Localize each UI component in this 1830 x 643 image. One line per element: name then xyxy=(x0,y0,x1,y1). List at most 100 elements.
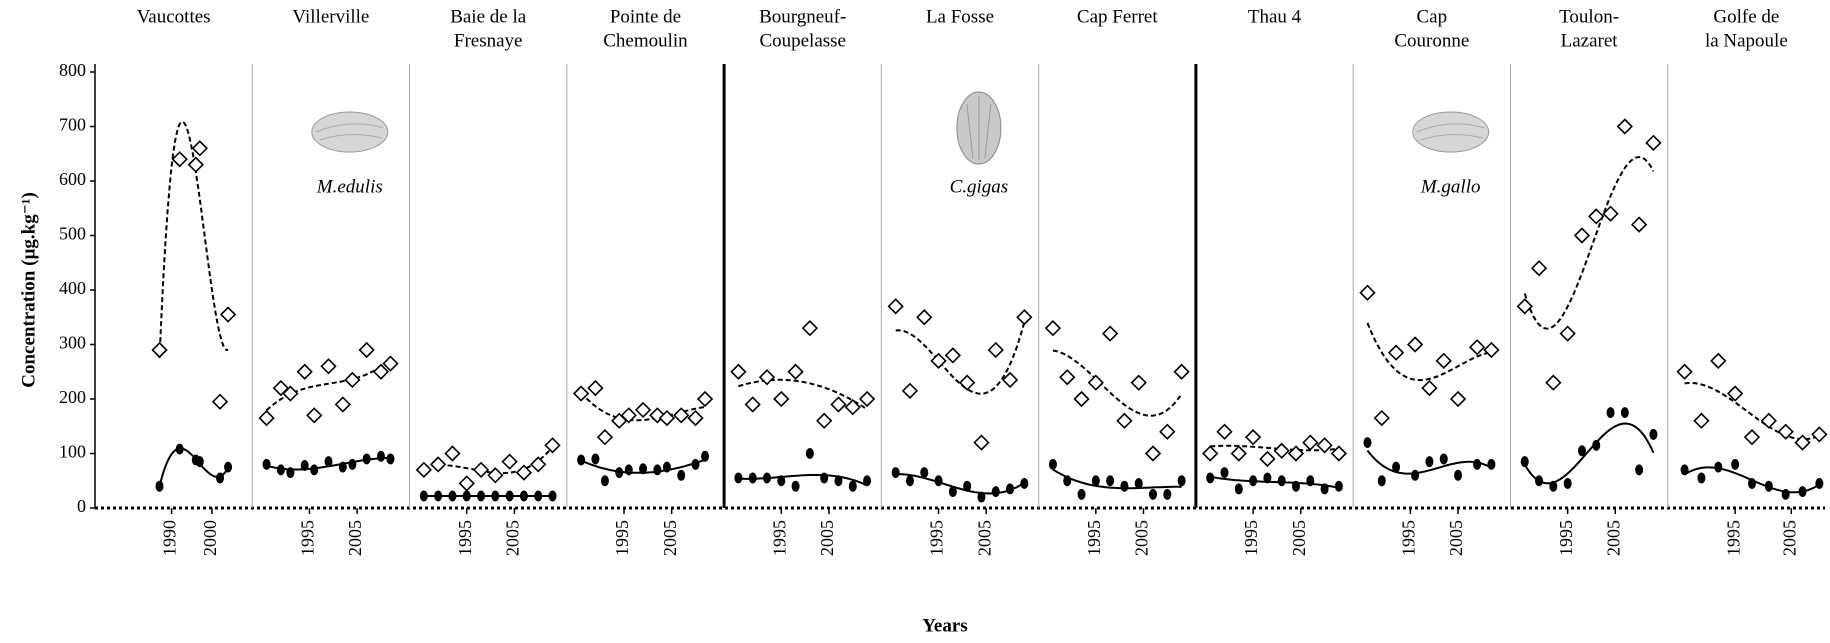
circle-point xyxy=(1092,475,1100,486)
panel-title: la Napoule xyxy=(1705,30,1788,51)
panel: Cap Ferret19952005 xyxy=(1039,6,1189,556)
circle-point xyxy=(216,473,224,484)
diamond-point xyxy=(1175,365,1189,379)
circle-point xyxy=(1392,462,1400,473)
diamond-point xyxy=(531,457,545,471)
x-tick-label: 2005 xyxy=(1779,520,1799,556)
diamond-point xyxy=(831,397,845,411)
circle-point xyxy=(849,481,857,492)
diamond-point xyxy=(1437,354,1451,368)
circle-point xyxy=(1454,470,1462,481)
y-tick-label: 800 xyxy=(59,60,86,80)
circle-point xyxy=(1440,453,1448,464)
panel-title: Lazaret xyxy=(1561,30,1619,51)
circle-point xyxy=(1592,440,1600,451)
diamond-point xyxy=(1812,427,1826,441)
circle-point xyxy=(156,481,164,492)
diamond-point xyxy=(1203,447,1217,461)
diamond-point xyxy=(488,468,502,482)
diamond-point xyxy=(307,408,321,422)
diamond-point xyxy=(1375,411,1389,425)
circle-point xyxy=(1335,481,1343,492)
panel: Vaucottes19902000 xyxy=(137,6,235,556)
x-tick-label: 1995 xyxy=(612,520,632,556)
diamond-point xyxy=(974,436,988,450)
panel-title: Thau 4 xyxy=(1248,6,1302,27)
circle-point xyxy=(301,460,309,471)
panel-title: Villerville xyxy=(292,6,369,27)
circle-point xyxy=(1278,475,1286,486)
diamond-point xyxy=(1532,261,1546,275)
trend-line xyxy=(896,474,1025,493)
circle-point xyxy=(325,456,333,467)
y-tick-label: 0 xyxy=(77,496,86,516)
panel-title: Fresnaye xyxy=(454,30,523,51)
y-tick-label: 400 xyxy=(59,278,86,298)
circle-point xyxy=(386,453,394,464)
circle-point xyxy=(1607,407,1615,418)
diamond-point xyxy=(1711,354,1725,368)
diamond-point xyxy=(298,365,312,379)
x-tick-label: 2005 xyxy=(503,520,523,556)
circle-point xyxy=(920,467,928,478)
diamond-point xyxy=(1003,373,1017,387)
diamond-point xyxy=(1646,136,1660,150)
diamond-point xyxy=(803,321,817,335)
circle-point xyxy=(949,486,957,497)
circle-point xyxy=(420,491,428,502)
diamond-point xyxy=(189,158,203,172)
diamond-point xyxy=(173,152,187,166)
diamond-point xyxy=(260,411,274,425)
circle-point xyxy=(1535,475,1543,486)
x-tick-label: 2005 xyxy=(1132,520,1152,556)
circle-point xyxy=(777,475,785,486)
diamond-point xyxy=(546,438,560,452)
diamond-point xyxy=(1117,414,1131,428)
diamond-point xyxy=(917,310,931,324)
trend-line xyxy=(1525,157,1654,329)
circle-point xyxy=(1473,459,1481,470)
diamond-point xyxy=(1796,436,1810,450)
diamond-point xyxy=(1132,376,1146,390)
x-tick-label: 1995 xyxy=(1241,520,1261,556)
diamond-point xyxy=(474,463,488,477)
x-tick-label: 1995 xyxy=(298,520,318,556)
circle-point xyxy=(310,464,318,475)
diamond-point xyxy=(193,141,207,155)
diamond-point xyxy=(336,397,350,411)
diamond-point xyxy=(1694,414,1708,428)
diamond-point xyxy=(774,392,788,406)
diamond-point xyxy=(221,308,235,322)
circle-point xyxy=(1263,473,1271,484)
circle-point xyxy=(1135,478,1143,489)
circle-point xyxy=(1697,473,1705,484)
circle-point xyxy=(1378,475,1386,486)
trend-line xyxy=(1525,424,1654,484)
panel: Pointe deChemoulin19952005 xyxy=(567,6,712,556)
circle-point xyxy=(1635,464,1643,475)
diamond-point xyxy=(760,370,774,384)
circle-point xyxy=(834,475,842,486)
y-tick-label: 200 xyxy=(59,387,86,407)
diamond-point xyxy=(1017,310,1031,324)
circle-point xyxy=(1681,464,1689,475)
diamond-point xyxy=(989,343,1003,357)
circle-point xyxy=(434,491,442,502)
circle-point xyxy=(1249,475,1257,486)
circle-point xyxy=(491,491,499,502)
y-tick-label: 600 xyxy=(59,169,86,189)
diamond-point xyxy=(1089,376,1103,390)
diamond-point xyxy=(932,354,946,368)
x-tick-label: 1995 xyxy=(927,520,947,556)
diamond-point xyxy=(1246,430,1260,444)
x-tick-label: 2005 xyxy=(817,520,837,556)
circle-point xyxy=(992,486,1000,497)
diamond-point xyxy=(1075,392,1089,406)
diamond-point xyxy=(1678,365,1692,379)
x-tick-label: 2005 xyxy=(974,520,994,556)
panel-title: Bourgneuf- xyxy=(759,6,846,27)
diamond-point xyxy=(213,395,227,409)
y-axis-label: Concentration (µg.kg⁻¹) xyxy=(18,192,39,388)
diamond-point xyxy=(1046,321,1060,335)
